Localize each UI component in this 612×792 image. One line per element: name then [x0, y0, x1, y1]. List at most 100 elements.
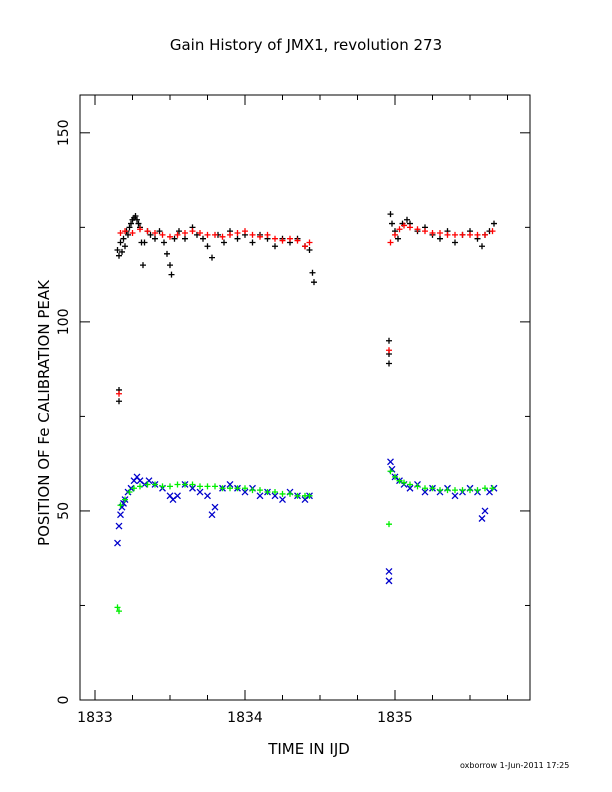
data-point — [204, 483, 211, 490]
data-point — [467, 231, 473, 238]
data-point — [386, 521, 392, 528]
data-point — [491, 220, 497, 227]
data-point — [152, 230, 158, 237]
data-point — [197, 230, 203, 237]
data-point — [174, 492, 181, 500]
y-axis-label: POSITION OF Fe CALIBRATION PEAK — [35, 280, 53, 546]
data-point — [272, 235, 278, 242]
data-point — [131, 485, 137, 492]
data-point — [242, 485, 248, 492]
data-point — [144, 481, 151, 488]
data-point — [115, 522, 123, 530]
data-point — [421, 488, 429, 496]
data-point — [306, 239, 313, 246]
data-point — [481, 507, 489, 515]
data-point — [137, 483, 143, 490]
data-point — [114, 539, 121, 547]
data-point — [306, 492, 313, 499]
data-point — [414, 483, 421, 490]
data-point — [144, 228, 151, 235]
data-point — [159, 231, 166, 238]
data-point — [387, 458, 394, 466]
data-point — [122, 243, 128, 250]
data-point — [257, 487, 263, 494]
data-point — [387, 239, 394, 246]
data-point — [147, 231, 154, 238]
data-point — [128, 220, 134, 227]
data-point — [211, 503, 219, 511]
data-point — [226, 481, 234, 488]
data-point — [161, 239, 167, 246]
data-point — [401, 222, 407, 229]
data-point — [212, 231, 218, 238]
data-point — [126, 489, 133, 496]
data-point — [479, 243, 485, 250]
data-point — [396, 226, 403, 233]
data-point — [189, 481, 196, 488]
data-point — [279, 490, 286, 497]
data-point — [174, 231, 181, 238]
data-point — [126, 224, 133, 231]
data-point — [309, 269, 316, 276]
data-point — [200, 235, 206, 242]
data-point — [159, 483, 166, 490]
data-point — [167, 262, 173, 269]
data-point — [444, 231, 451, 238]
data-point — [208, 511, 216, 519]
data-point — [489, 485, 496, 492]
data-point — [311, 279, 317, 286]
data-point — [404, 216, 410, 223]
data-point — [271, 492, 279, 500]
data-point — [141, 239, 148, 246]
data-point — [125, 231, 131, 238]
data-point — [437, 235, 443, 242]
data-point — [212, 483, 218, 490]
data-point — [407, 224, 413, 231]
data-point — [482, 231, 488, 238]
data-point — [167, 483, 173, 490]
data-point — [489, 228, 496, 235]
y-tick-label: 150 — [56, 119, 72, 146]
data-point — [119, 248, 125, 255]
data-point — [302, 243, 308, 250]
data-point — [164, 250, 170, 257]
data-point — [406, 484, 414, 492]
data-point — [117, 511, 124, 519]
data-point — [234, 235, 241, 242]
y-tick-label: 100 — [56, 309, 72, 336]
data-point — [219, 233, 226, 240]
data-point — [182, 230, 188, 237]
y-tick-label: 50 — [56, 502, 72, 520]
data-point — [474, 487, 481, 494]
data-points — [114, 211, 498, 615]
data-point — [287, 235, 293, 242]
data-point — [171, 235, 178, 242]
data-point — [401, 479, 407, 486]
data-point — [227, 231, 233, 238]
data-point — [256, 492, 264, 500]
data-point — [140, 262, 146, 269]
data-point — [429, 230, 436, 237]
data-point — [174, 481, 181, 488]
data-point — [152, 235, 158, 242]
data-point — [182, 481, 188, 488]
data-point — [197, 483, 203, 490]
data-point — [385, 567, 393, 575]
data-point — [116, 608, 122, 615]
data-point — [392, 473, 398, 480]
data-point — [422, 485, 428, 492]
data-point — [396, 477, 403, 484]
data-point — [279, 237, 286, 244]
data-point — [272, 489, 278, 496]
data-point — [234, 230, 241, 237]
data-point — [452, 487, 458, 494]
x-tick-label: 1833 — [77, 710, 113, 726]
data-point — [204, 492, 211, 500]
data-point — [392, 231, 398, 238]
data-point — [196, 488, 204, 496]
data-point — [176, 228, 182, 235]
data-point — [306, 247, 313, 254]
data-point — [264, 489, 271, 496]
data-point — [189, 484, 196, 492]
data-point — [389, 220, 395, 227]
